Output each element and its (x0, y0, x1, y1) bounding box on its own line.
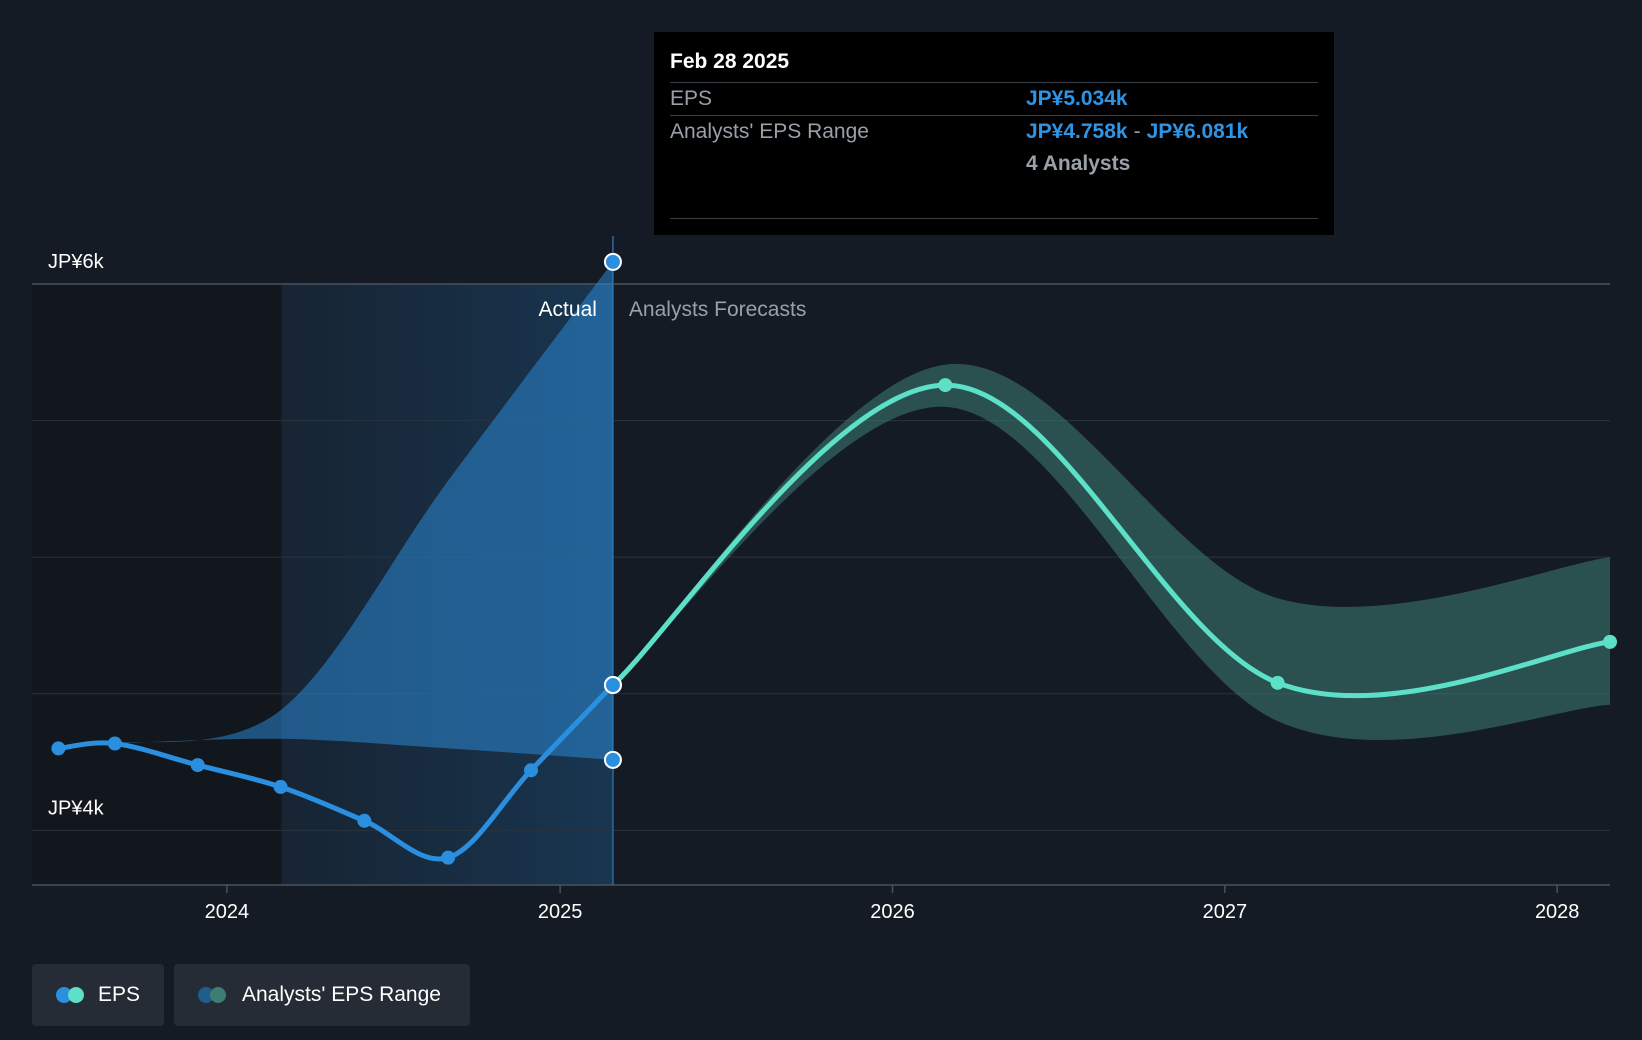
y-axis-label: JP¥6k (48, 251, 105, 273)
tooltip-date: Feb 28 2025 (670, 46, 1318, 83)
tooltip-eps-value: JP¥5.034k (1026, 87, 1128, 110)
eps-point (523, 763, 538, 778)
forecast-label: Analysts Forecasts (629, 298, 806, 321)
tooltip-divider (670, 218, 1318, 219)
tooltip-analysts-row: 4 Analysts (670, 148, 1318, 180)
eps-chart: 2024 2025 2026 2027 2028 JP¥6k JP¥4k Actual Anal… (32, 236, 1617, 923)
x-tick-label: 2027 (1203, 901, 1248, 923)
eps-point (107, 736, 122, 751)
tooltip-eps-row: EPS JP¥5.034k (670, 83, 1318, 116)
past-region-background (32, 284, 282, 885)
x-tick-label: 2024 (205, 901, 250, 923)
tooltip-range-separator: - (1133, 120, 1141, 143)
x-tick-label: 2026 (870, 901, 915, 923)
eps-range-band (612, 363, 1610, 741)
eps-point (1270, 675, 1285, 690)
tooltip-range-row: Analysts' EPS Range JP¥4.758k - JP¥6.081k (670, 116, 1318, 148)
tooltip-range-high: JP¥6.081k (1146, 120, 1249, 143)
eps-point (51, 741, 66, 756)
eps-point (273, 779, 288, 794)
y-axis-label: JP¥4k (48, 797, 105, 819)
tooltip-analysts-count: 4 Analysts (1026, 152, 1131, 175)
x-tick-label: 2025 (538, 901, 583, 923)
range-marker (603, 750, 622, 769)
eps-swatch-icon (56, 987, 84, 1003)
tooltip: Feb 28 2025 EPS JP¥5.034k Analysts' EPS … (654, 32, 1334, 235)
eps-point (441, 850, 456, 865)
tooltip-range-low: JP¥4.758k (1026, 120, 1128, 143)
range-swatch-icon (198, 987, 228, 1003)
eps-point (357, 813, 372, 828)
eps-line (610, 382, 1613, 699)
legend-eps-label: EPS (97, 983, 140, 1006)
legend-range-button[interactable]: Analysts' EPS Range (174, 964, 470, 1026)
eps-point (603, 676, 622, 695)
tooltip-range-label: Analysts' EPS Range (670, 120, 869, 143)
tooltip-eps-label: EPS (670, 87, 713, 110)
legend: EPS Analysts' EPS Range (32, 964, 470, 1026)
range-marker (603, 252, 622, 271)
legend-range-label: Analysts' EPS Range (242, 983, 441, 1006)
actual-label: Actual (539, 298, 597, 321)
eps-point (190, 758, 205, 773)
x-tick-label: 2028 (1535, 901, 1580, 923)
eps-range-band (114, 261, 613, 760)
eps-point (1603, 634, 1617, 649)
eps-point (938, 378, 953, 393)
legend-eps-button[interactable]: EPS (32, 964, 164, 1026)
